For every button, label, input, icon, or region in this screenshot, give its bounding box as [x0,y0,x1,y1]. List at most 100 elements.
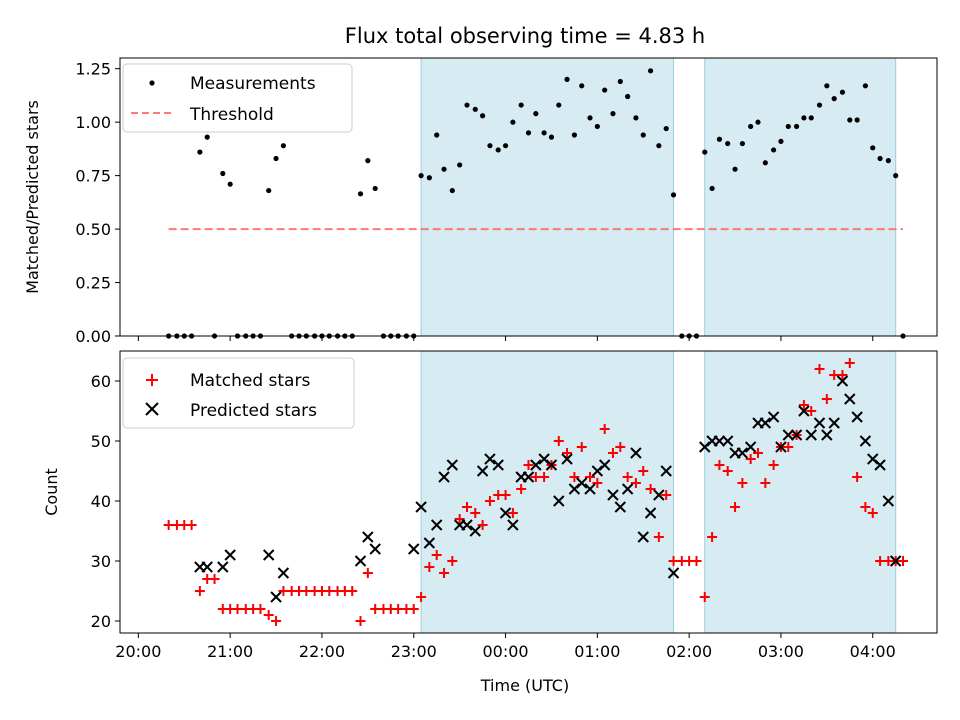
predicted-star-point [798,405,810,417]
predicted-star-point [660,465,672,477]
measurement-point [564,76,570,82]
top-y-tick-label: 1.00 [75,113,111,132]
top-axes-frame [119,57,938,337]
predicted-star-point [644,507,657,519]
measurement-point [426,175,432,181]
matched-star-point [431,550,442,560]
matched-star-point [607,448,618,458]
top-shaded-region [420,57,675,337]
predicted-star-point [859,435,872,447]
matched-star-point [745,454,756,464]
measurement-point [610,111,616,117]
matched-star-point [477,520,488,530]
bottom-y-tick-label: 20 [91,612,111,631]
bottom-y-tick-label: 30 [91,552,111,571]
predicted-star-point [461,519,473,531]
matched-star-point [516,484,527,494]
matched-legend-marker [146,374,158,386]
measurement-point [732,166,738,172]
matched-star-point [783,442,794,452]
predicted-star-point [446,459,459,471]
measurement-point [204,134,210,140]
top-y-tick-label: 0.00 [75,327,111,346]
top-y-tick-label: 0.75 [75,167,111,186]
matched-star-point [461,502,472,512]
measurement-point [739,140,745,147]
measurement-point [365,158,371,164]
matched-star-point [752,448,763,458]
measurement-points [166,68,906,339]
matched-star-point [347,586,358,596]
measurement-point [579,83,585,89]
matched-star-point [209,574,220,584]
matched-star-point [860,502,871,512]
bottom-axes-frame [119,350,938,634]
matched-star-point [630,478,641,488]
predicted-star-point [630,447,642,459]
measurement-point [862,83,868,89]
predicted-star-point [607,489,619,501]
bottom-x-tick-label: 00:00 [482,642,528,661]
measurement-point [716,136,723,142]
matched-star-point [768,460,779,470]
matched-star-point [271,616,282,626]
predicted-star-point [598,459,611,471]
predicted-star-point [767,411,780,423]
predicted-star-point [576,477,588,489]
predicted-star-point [775,441,787,453]
matched-star-point [730,502,741,512]
chart-title: Flux total observing time = 4.83 h [345,24,705,48]
measurement-point [266,187,272,194]
measurements-legend-marker [149,80,155,86]
matched-star-point [507,508,518,518]
measurement-point [594,123,600,130]
measurement-point [525,130,532,136]
matched-star-point [576,442,587,452]
measurement-point [571,132,577,138]
bottom-y-tick-label: 50 [91,432,111,451]
measurement-point [280,143,286,149]
measurement-point [197,149,203,155]
predicted-star-point [430,519,443,531]
matched-star-point [821,394,832,404]
predicted-star-point [821,429,833,441]
measurement-point [449,187,455,194]
predicted-star-point [614,501,627,513]
matched-star-point [263,610,274,620]
predicted-star-point [438,471,450,483]
matched-star-point [569,472,580,482]
bottom-x-tick-label: 20:00 [115,642,161,661]
measurement-point [801,115,807,121]
matched-star-point [500,490,511,500]
bottom-legend-box [122,357,355,429]
top-shaded-regions [420,57,897,337]
matched-star-point [553,436,564,446]
bottom-y-tick-label: 40 [91,492,111,511]
predicted-star-point [476,465,489,477]
measurement-point [831,96,837,102]
measurement-point [709,185,715,192]
predicted-star-point [484,453,496,465]
measurement-point [633,115,639,121]
predicted-star-point [637,531,649,543]
matched-star-point [844,358,855,368]
top-y-tick-label: 0.25 [75,274,111,293]
top-y-tick-label: 0.50 [75,220,111,239]
predicted-star-point [667,567,680,579]
predicted-star-point [721,435,734,447]
predicted-star-point [277,567,290,579]
measurement-point [457,162,463,168]
measurement-point [702,149,708,155]
threshold-legend-label: Threshold [189,105,274,125]
matched-star-point [760,478,771,488]
measurement-point [357,191,364,197]
measurement-point [587,115,593,121]
matched-star-point [539,472,550,482]
measurement-point [893,173,899,179]
matched-star-point [699,592,710,602]
matched-star-point [837,370,848,380]
predicted-star-point [492,459,504,471]
x-axis-label: Time (UTC) [480,676,569,695]
bottom-y-ticks: 20 30 40 50 60 [91,372,120,631]
